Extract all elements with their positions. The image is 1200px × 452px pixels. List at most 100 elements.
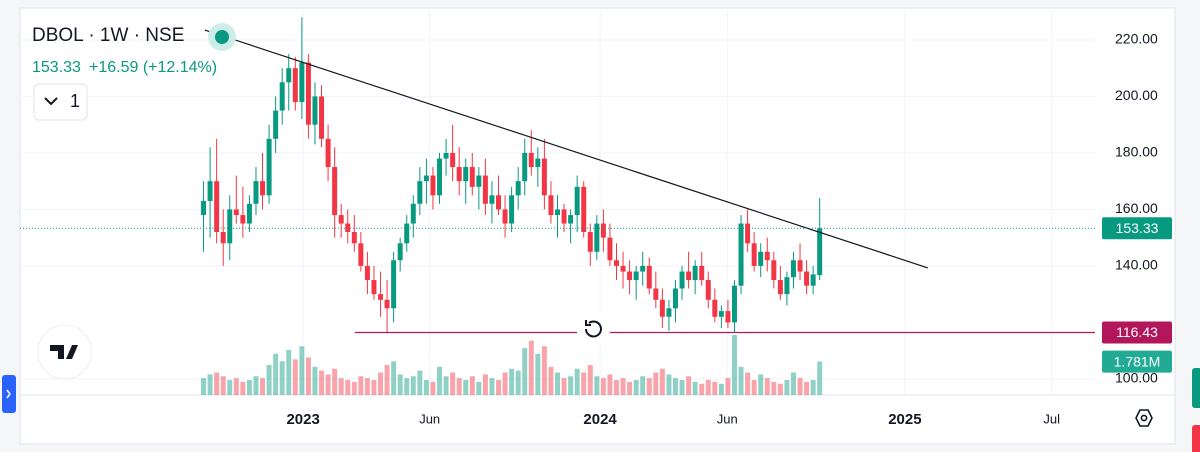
y-tick-label: 140.00: [1115, 257, 1158, 273]
logo: [50, 345, 78, 359]
volume-bar: [725, 378, 731, 395]
volume-bar: [777, 383, 783, 395]
settings-icon[interactable]: [1135, 409, 1153, 427]
volume-bar: [555, 372, 560, 395]
volume-bar: [260, 378, 266, 395]
reset-button[interactable]: [577, 313, 610, 346]
candle-body: [476, 175, 482, 187]
candle-body: [515, 181, 521, 196]
volume-bar: [627, 381, 633, 395]
candle-body: [758, 251, 764, 266]
volume-bar: [450, 372, 456, 395]
volume-bar: [332, 368, 338, 395]
volume-bar: [607, 374, 613, 395]
candle-body: [640, 265, 646, 272]
candle-body: [502, 209, 508, 224]
volume-tag: 1.781M: [1114, 353, 1161, 369]
volume-bar: [804, 381, 810, 395]
candle-body: [777, 280, 783, 295]
volume-bar: [672, 378, 678, 395]
candle-body: [568, 215, 574, 224]
candle-body: [279, 82, 285, 111]
volume-bar: [679, 380, 685, 395]
candle-body: [292, 68, 298, 103]
volume-bar: [410, 376, 416, 395]
candle-body: [692, 265, 698, 281]
candle-body: [797, 260, 803, 272]
candle-body: [397, 243, 403, 261]
volume-bar: [810, 380, 816, 395]
candle-body: [666, 308, 672, 317]
grid: [20, 10, 1095, 395]
volume-bar: [718, 383, 724, 395]
volume-bar: [692, 381, 698, 395]
volume-bar: [305, 357, 311, 395]
volume-bar: [404, 378, 410, 395]
candle-body: [627, 271, 633, 281]
reset-arrow: [585, 320, 591, 326]
volume-bar: [214, 372, 220, 395]
volume-bar: [443, 376, 449, 395]
candle-body: [273, 110, 279, 139]
support-tag-bg: [1102, 321, 1172, 344]
volume-bar: [620, 378, 626, 395]
candle-body: [299, 62, 305, 103]
candle-body: [745, 223, 751, 244]
volume-bar: [581, 372, 587, 395]
dot: [215, 30, 229, 44]
candle-body: [312, 96, 318, 125]
candle-body: [600, 223, 606, 238]
volume-bar: [764, 378, 770, 395]
volume-bar: [548, 366, 554, 395]
volume-bar: [325, 374, 331, 395]
candle-body: [351, 232, 357, 244]
volume-bar: [659, 368, 665, 395]
volume-bar: [640, 376, 646, 395]
candle-body: [646, 265, 652, 289]
x-tick-label: Jun: [717, 411, 738, 426]
candle-body: [817, 228, 823, 276]
candle-body: [561, 209, 567, 224]
volume-bar: [253, 376, 259, 395]
volume-bar: [502, 372, 508, 395]
candle-body: [764, 251, 770, 261]
volume-bar: [220, 376, 226, 395]
volume-bar: [515, 370, 521, 395]
logo-badge[interactable]: [37, 324, 93, 380]
volume-bar: [633, 380, 639, 395]
candle-body: [607, 237, 613, 261]
candle-body: [548, 195, 554, 216]
y-tick-label: 220.00: [1115, 31, 1158, 47]
support-tag: 116.43: [1116, 324, 1158, 340]
candle-body: [260, 181, 266, 196]
candle-body: [496, 195, 501, 210]
reset-icon: [585, 320, 602, 338]
interval-toggle[interactable]: [33, 83, 88, 121]
candle-body: [672, 288, 678, 309]
candle-body: [364, 265, 370, 281]
x-tick-label: 2025: [888, 411, 921, 428]
candle-body: [227, 209, 233, 244]
volume-bar: [771, 381, 777, 395]
candle-body: [338, 215, 344, 224]
trendline: [204, 29, 929, 269]
volume-bar: [489, 378, 495, 395]
volume-bar: [758, 374, 764, 395]
price-tag-bg: [1102, 217, 1172, 240]
candle-body: [450, 152, 456, 168]
candle-body: [410, 203, 416, 224]
volume-bar: [423, 380, 429, 395]
volume-bar: [600, 378, 606, 395]
volume-pane: [201, 335, 823, 395]
side-tab[interactable]: [2, 375, 16, 413]
volume-bar: [731, 335, 737, 395]
edge-green: [1192, 368, 1200, 408]
volume-bar: [745, 372, 751, 395]
x-tick-label: Jul: [1043, 411, 1060, 426]
volume-bar: [358, 376, 364, 395]
candle-body: [594, 223, 600, 252]
volume-bar: [666, 374, 672, 395]
volume-bar: [476, 381, 482, 395]
volume-bar: [790, 372, 796, 395]
candle-body: [404, 223, 410, 244]
